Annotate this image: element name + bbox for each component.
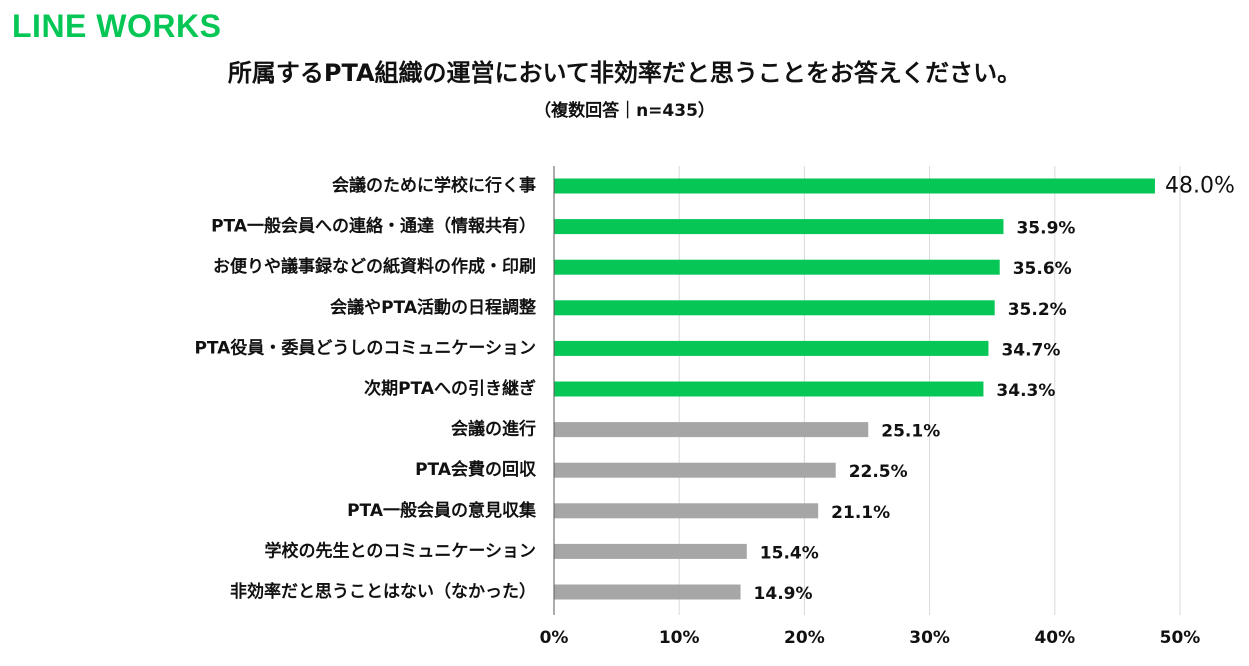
value-label: 35.9%: [1016, 219, 1075, 239]
category-label: PTA一般会員への連絡・通達（情報共有）: [211, 216, 536, 237]
bar: [554, 340, 989, 356]
value-label: 34.7%: [1001, 340, 1060, 360]
category-label: PTA会費の回収: [415, 459, 537, 480]
category-label: 次期PTAへの引き継ぎ: [364, 378, 536, 399]
x-tick-label: 50%: [1160, 628, 1201, 648]
bar: [554, 422, 869, 438]
x-tick-label: 30%: [909, 628, 950, 648]
value-label: 14.9%: [754, 584, 813, 604]
value-label: 22.5%: [849, 462, 908, 482]
category-label: PTA役員・委員どうしのコミュニケーション: [194, 337, 536, 358]
bar: [554, 259, 1000, 275]
value-label: 34.3%: [996, 381, 1055, 401]
line-works-logo: LINE WORKS: [12, 8, 222, 44]
value-label: 35.6%: [1013, 259, 1072, 279]
x-tick-label: 40%: [1034, 628, 1075, 648]
category-label: PTA一般会員の意見収集: [347, 500, 537, 521]
bar: [554, 584, 741, 600]
bar: [554, 178, 1155, 194]
category-label: 会議やPTA活動の日程調整: [330, 297, 536, 318]
value-label: 21.1%: [831, 503, 890, 523]
category-label: 学校の先生とのコミュニケーション: [265, 540, 537, 561]
value-label: 48.0%: [1165, 174, 1235, 199]
value-label: 25.1%: [881, 422, 940, 442]
category-label: 会議のために学校に行く事: [332, 175, 536, 196]
bar: [554, 462, 836, 478]
x-tick-label: 0%: [540, 628, 569, 648]
category-label: 非効率だと思うことはない（なかった）: [230, 581, 536, 602]
category-label: 会議の進行: [451, 419, 536, 440]
value-label: 15.4%: [760, 543, 819, 563]
chart-subtitle: （複数回答｜n=435）: [534, 101, 715, 121]
bar: [554, 381, 984, 397]
bar: [554, 219, 1004, 235]
category-label: お便りや議事録などの紙資料の作成・印刷: [213, 256, 536, 277]
x-tick-label: 10%: [659, 628, 700, 648]
value-label: 35.2%: [1008, 300, 1067, 320]
bar: [554, 300, 995, 316]
bar: [554, 543, 747, 559]
chart-title: 所属するPTA組織の運営において非効率だと思うことをお答えください。: [227, 59, 1022, 87]
bar: [554, 503, 819, 519]
x-tick-label: 20%: [784, 628, 825, 648]
